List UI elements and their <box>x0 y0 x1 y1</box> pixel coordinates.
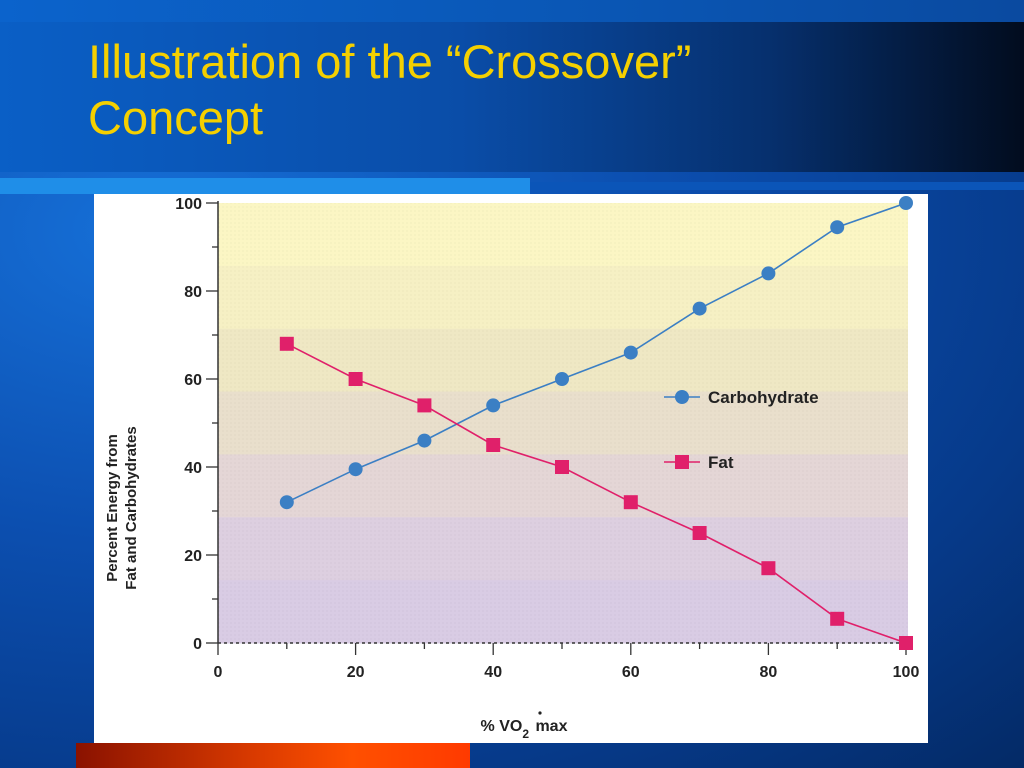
fat-series-line <box>286 343 907 644</box>
crossover-chart: 0 20 40 60 80 100 0 20 40 60 80 100 Carbohydrate Fa… <box>104 196 919 741</box>
top-band <box>0 0 1024 22</box>
fat-point <box>417 398 432 413</box>
x-tick-label: 100 <box>893 664 920 681</box>
series-markers <box>279 196 913 650</box>
legend-carbohydrate-marker <box>675 390 689 404</box>
title-bar <box>0 22 1024 172</box>
slide-title-line-1: Illustration of the “Crossover” <box>88 35 692 88</box>
fat-point <box>761 561 776 576</box>
x-axis-label-dot <box>538 711 542 715</box>
axes: 0 20 40 60 80 100 0 20 40 60 80 100 <box>175 196 919 681</box>
plot-texture-overlay <box>218 203 908 643</box>
plot-texture <box>218 203 908 643</box>
x-tick-label: 80 <box>760 664 778 681</box>
fat-point <box>279 336 294 351</box>
slide-title: Illustration of the “Crossover” Concept <box>88 34 968 146</box>
fat-point <box>830 611 845 626</box>
y-axis-label-line-1: Percent Energy from <box>104 434 121 582</box>
series-lines <box>286 202 907 644</box>
x-axis-label: % VO2 max <box>481 718 568 741</box>
fat-point <box>486 438 501 452</box>
carbohydrate-point <box>830 220 845 235</box>
accent-line <box>0 178 530 194</box>
x-ticks: 0 20 40 60 80 100 <box>214 643 920 681</box>
x-tick-label: 20 <box>347 664 365 681</box>
x-axis-label-sub: 2 <box>522 727 529 741</box>
fat-point <box>348 372 363 386</box>
legend-fat-label: Fat <box>708 453 734 472</box>
accent-line-secondary <box>530 182 1024 190</box>
carbohydrate-point <box>692 301 707 316</box>
legend-carbohydrate-label: Carbohydrate <box>708 388 819 407</box>
carbohydrate-point <box>899 196 913 210</box>
carbohydrate-series-line <box>286 202 907 503</box>
x-tick-label: 60 <box>622 664 640 681</box>
fat-point <box>899 636 913 650</box>
x-axis-label-prefix: % V <box>481 718 511 735</box>
fat-point <box>555 460 569 474</box>
y-tick-label: 40 <box>184 460 202 477</box>
chart-panel: 0 20 40 60 80 100 0 20 40 60 80 100 Carbohydrate Fa… <box>94 194 928 743</box>
fat-point <box>692 526 707 540</box>
carbohydrate-point <box>279 495 294 510</box>
y-tick-label: 20 <box>184 548 202 565</box>
x-axis-label-suffix: max <box>531 718 568 735</box>
legend: Carbohydrate Fat <box>664 388 819 472</box>
carbohydrate-point <box>348 462 363 477</box>
x-tick-label: 0 <box>214 664 223 681</box>
y-tick-label: 60 <box>184 372 202 389</box>
y-ticks: 0 20 40 60 80 100 <box>175 196 218 653</box>
carbohydrate-point <box>623 345 638 360</box>
y-tick-label: 80 <box>184 284 202 301</box>
carbohydrate-point <box>555 372 569 386</box>
x-axis-label-mid: O <box>510 718 522 735</box>
y-axis-label-line-2: Fat and Carbohydrates <box>123 426 140 589</box>
x-tick-label: 40 <box>484 664 502 681</box>
carbohydrate-point <box>761 266 776 281</box>
y-tick-label: 0 <box>193 636 202 653</box>
slide-title-line-2: Concept <box>88 91 264 144</box>
legend-fat-marker <box>675 455 689 469</box>
carbohydrate-point <box>417 433 432 448</box>
bottom-accent-bar <box>76 743 470 768</box>
y-tick-label: 100 <box>175 196 202 213</box>
carbohydrate-point <box>486 398 501 413</box>
fat-point <box>623 495 638 510</box>
